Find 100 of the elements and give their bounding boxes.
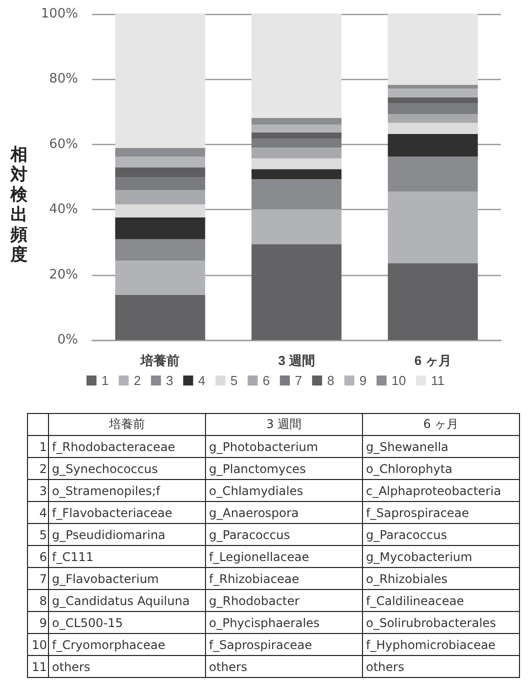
y-tick-label: 0% xyxy=(57,332,78,348)
bar xyxy=(388,156,478,192)
legend-label: 10 xyxy=(392,373,406,388)
y-tick-label: 20% xyxy=(49,267,78,282)
x-tick-label: 3 週間 xyxy=(278,353,315,368)
text: c_Alphaproteobacteria xyxy=(362,480,520,502)
legend-label: 2 xyxy=(134,373,141,388)
legend-label: 5 xyxy=(230,373,238,388)
bar xyxy=(388,263,478,340)
text: o_CL500-15 xyxy=(48,612,206,634)
x-tick-label: 培養前 xyxy=(140,353,180,368)
bar xyxy=(252,138,342,148)
text: 5 xyxy=(39,528,47,542)
y-tick-label: 80% xyxy=(49,72,78,87)
text: 2 xyxy=(39,462,47,476)
y-axis-title: 相対検出頻度 xyxy=(9,145,28,265)
bar xyxy=(252,179,342,210)
text: o_Solirubrobacterales xyxy=(362,612,520,634)
category-label: 3 週間 xyxy=(266,417,302,431)
text: 7 xyxy=(39,572,47,586)
bar xyxy=(252,132,342,139)
bar xyxy=(252,209,342,244)
bar xyxy=(252,169,342,180)
legend-label: 3 xyxy=(166,373,174,388)
text: g_Paracoccus xyxy=(362,524,520,546)
bar xyxy=(252,14,342,118)
legend-label: 4 xyxy=(198,373,206,388)
bar xyxy=(252,124,342,132)
legend-label: 7 xyxy=(294,373,302,388)
bar xyxy=(388,88,478,98)
text: f_Rhodobacteraceae xyxy=(48,436,206,458)
legend-label: 6 xyxy=(262,373,270,388)
text: g_Shewanella xyxy=(362,436,520,458)
bar xyxy=(115,177,206,190)
bar xyxy=(115,217,206,240)
bar xyxy=(388,134,478,156)
text: g_Synechococcus xyxy=(48,458,206,480)
text: f_Saprospiraceae xyxy=(362,502,520,524)
text: f_Flavobacteriaceae xyxy=(48,502,206,524)
bar xyxy=(388,192,478,264)
text: others xyxy=(362,656,520,678)
text: o_Rhizobiales xyxy=(362,568,520,590)
y-tick-label: 40% xyxy=(49,202,78,218)
bar xyxy=(115,260,206,296)
text: g_Flavobacterium xyxy=(48,568,206,590)
text: g_Planctomyces xyxy=(206,458,362,480)
text: 8 xyxy=(39,594,47,608)
bar xyxy=(252,158,342,170)
text: f_Cryomorphaceae xyxy=(48,634,206,656)
bar xyxy=(252,118,342,125)
bar xyxy=(388,97,478,104)
bar xyxy=(252,244,342,340)
text: f_Hyphomicrobiaceae xyxy=(362,634,520,656)
bar xyxy=(115,14,206,148)
text: 4 xyxy=(39,506,47,520)
bar xyxy=(388,84,478,89)
bar xyxy=(115,239,206,261)
text: g_Pseudidiomarina xyxy=(48,524,206,546)
legend-label: 11 xyxy=(431,373,445,388)
text: g_Candidatus Aquiluna xyxy=(48,590,206,612)
text: g_Anaerospora xyxy=(206,502,362,524)
text: f_C111 xyxy=(48,546,206,568)
bar xyxy=(115,204,206,218)
bar xyxy=(115,190,206,204)
text: 3 xyxy=(39,484,47,498)
bar xyxy=(388,103,478,114)
text: 1 xyxy=(39,440,47,454)
text: o_Phycisphaerales xyxy=(206,612,362,634)
bar xyxy=(115,148,206,157)
category-label: 培養前 xyxy=(109,417,145,431)
text: o_Chlorophyta xyxy=(362,458,520,480)
x-tick-label: 6 ヶ月 xyxy=(414,353,452,368)
legend-label: 8 xyxy=(327,373,334,388)
text: o_Stramenopiles;f xyxy=(48,480,206,502)
text: f_Legionellaceae xyxy=(206,546,362,568)
text: f_Saprospiraceae xyxy=(206,634,362,656)
bar xyxy=(115,295,206,340)
text: g_Rhodobacter xyxy=(206,590,362,612)
bar xyxy=(115,156,206,168)
legend-label: 1 xyxy=(101,373,109,388)
text: 10 xyxy=(32,638,47,652)
text: g_Paracoccus xyxy=(206,524,362,546)
text: others xyxy=(206,656,362,678)
bar xyxy=(388,122,478,134)
legend-label: 9 xyxy=(359,373,367,388)
y-tick-label: 60% xyxy=(49,136,78,152)
category-label: 6 ヶ月 xyxy=(423,417,459,431)
text: f_Caldilineaceae xyxy=(362,590,520,612)
text: g_Photobacterium xyxy=(206,436,362,458)
text: 11 xyxy=(32,660,47,674)
text: g_Mycobacterium xyxy=(362,546,520,568)
text: 6 xyxy=(39,550,47,564)
text: 9 xyxy=(39,616,47,630)
bar xyxy=(388,114,478,123)
text: o_Chlamydiales xyxy=(206,480,362,502)
text: f_Rhizobiaceae xyxy=(206,568,362,590)
bar xyxy=(388,14,478,85)
bar xyxy=(115,168,206,177)
bar xyxy=(252,148,342,158)
y-tick-label: 100% xyxy=(40,6,78,22)
